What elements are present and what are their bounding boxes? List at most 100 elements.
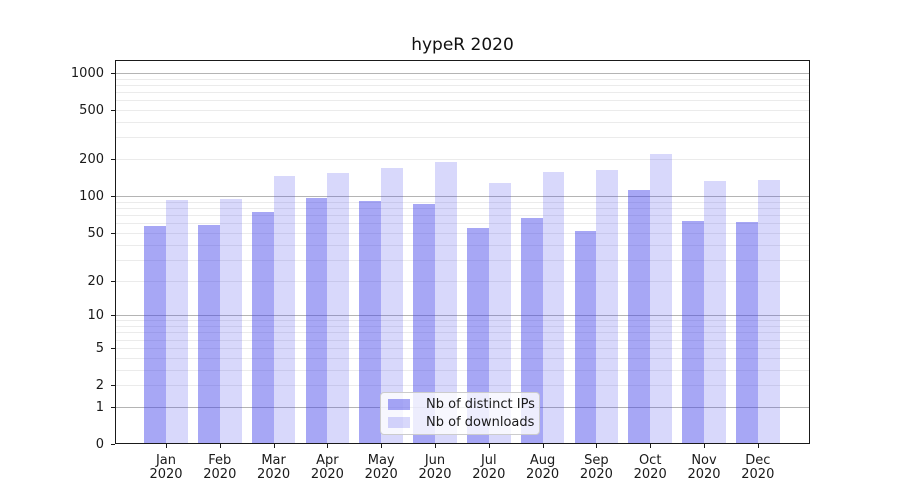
gridline-major xyxy=(115,72,810,74)
gridline-minor xyxy=(115,78,810,80)
bar-ips-jun xyxy=(413,204,435,444)
x-tick-mark xyxy=(327,444,329,448)
x-tick-label: Feb 2020 xyxy=(190,454,250,481)
x-tick-label-line: 2020 xyxy=(687,466,721,482)
y-tick-label: 1000 xyxy=(70,65,104,81)
gridline-minor xyxy=(115,215,810,216)
bar-downloads-apr xyxy=(327,173,350,444)
x-tick-mark xyxy=(757,444,759,448)
gridline-minor xyxy=(115,244,810,246)
bar-ips-nov xyxy=(682,221,704,444)
grid-layer xyxy=(115,60,810,444)
chart-title: hypeR 2020 xyxy=(411,35,514,55)
x-tick-label-line: Jun xyxy=(424,453,446,468)
y-tick-mark xyxy=(111,347,115,349)
x-tick-label-line: Aug xyxy=(529,453,556,468)
x-tick-label: Jun 2020 xyxy=(405,454,465,481)
x-tick-label-line: 2020 xyxy=(633,466,667,482)
bar-ips-jul xyxy=(467,227,489,444)
bar-ips-mar xyxy=(251,212,274,444)
gridline-minor xyxy=(115,326,810,327)
y-tick-label: 20 xyxy=(87,273,104,289)
x-tick-label-line: 2020 xyxy=(579,466,613,482)
y-tick-label: 50 xyxy=(87,225,104,241)
gridline-minor xyxy=(115,223,810,225)
bar-downloads-oct xyxy=(650,154,672,444)
x-tick-mark xyxy=(381,444,383,448)
gridline-minor xyxy=(115,232,810,234)
x-tick-label-line: 2020 xyxy=(203,466,237,482)
x-tick-label-line: Oct xyxy=(638,453,662,468)
x-tick-label-line: Sep xyxy=(584,453,609,468)
bar-downloads-aug xyxy=(542,172,565,444)
gridline-minor xyxy=(115,201,810,203)
x-tick-label-line: Jul xyxy=(480,453,497,468)
x-tick-label: Dec 2020 xyxy=(728,454,788,481)
gridline-minor xyxy=(115,207,810,209)
x-tick-label-line: 2020 xyxy=(526,466,560,482)
x-tick-label-line: May xyxy=(367,453,395,468)
x-tick-label-line: 2020 xyxy=(418,466,452,482)
y-tick-label: 100 xyxy=(79,189,104,205)
gridline-minor xyxy=(115,100,810,102)
y-tick-label: 10 xyxy=(87,308,104,324)
x-tick-label-line: Mar xyxy=(261,453,286,468)
gridline-minor xyxy=(115,332,810,334)
bars-layer xyxy=(115,60,810,444)
bar-downloads-may xyxy=(381,168,403,444)
bar-ips-feb xyxy=(198,225,220,444)
bar-ips-apr xyxy=(305,198,328,444)
bar-ips-jan xyxy=(144,225,166,444)
x-tick-mark xyxy=(488,444,490,448)
y-tick-mark xyxy=(111,159,115,161)
x-tick-mark xyxy=(704,444,705,448)
bar-downloads-dec xyxy=(757,180,780,444)
y-tick-mark xyxy=(111,385,115,386)
x-tick-mark xyxy=(596,444,598,448)
x-tick-mark xyxy=(542,444,544,448)
bar-ips-aug xyxy=(520,218,543,444)
x-tick-label: Mar 2020 xyxy=(244,454,304,481)
x-tick-label: Jul 2020 xyxy=(459,454,519,481)
gridline-minor xyxy=(115,347,810,349)
y-tick-mark xyxy=(111,280,115,282)
x-tick-label: Apr 2020 xyxy=(297,454,357,481)
bar-downloads-feb xyxy=(219,198,242,444)
x-tick-label: Oct 2020 xyxy=(620,454,680,481)
y-tick-mark xyxy=(111,406,115,408)
bar-ips-oct xyxy=(628,190,651,444)
gridline-minor xyxy=(115,122,810,123)
gridline-minor xyxy=(115,385,810,386)
x-tick-label: May 2020 xyxy=(351,454,411,481)
bar-ips-sep xyxy=(574,230,597,444)
x-tick-label-line: 2020 xyxy=(472,466,506,482)
legend-label: Nb of distinct IPs xyxy=(426,397,535,413)
bar-downloads-jan xyxy=(166,199,188,444)
x-tick-mark xyxy=(650,444,652,448)
gridline-minor xyxy=(115,110,810,112)
y-tick-label: 2 xyxy=(95,378,104,393)
x-tick-label-line: Jan xyxy=(155,453,177,468)
bar-downloads-jul xyxy=(488,182,511,444)
x-tick-mark xyxy=(273,444,275,448)
bar-ips-dec xyxy=(736,222,758,444)
y-tick-mark xyxy=(111,315,115,317)
gridline-major xyxy=(115,315,810,317)
legend-label: Nb of downloads xyxy=(426,414,535,430)
gridline-minor xyxy=(115,137,810,139)
y-tick-mark xyxy=(111,444,115,445)
y-tick-mark xyxy=(111,232,115,234)
x-tick-label-line: 2020 xyxy=(310,466,344,482)
legend-entry: Nb of distinct IPs xyxy=(388,397,539,412)
gridline-minor xyxy=(115,259,810,261)
x-tick-mark xyxy=(166,444,167,448)
x-tick-label-line: 2020 xyxy=(149,466,183,482)
x-tick-label: Sep 2020 xyxy=(566,454,626,481)
x-tick-label-line: 2020 xyxy=(364,466,398,482)
gridline-minor xyxy=(115,339,810,341)
x-tick-mark xyxy=(435,444,436,448)
y-tick-label: 0 xyxy=(95,437,104,452)
bar-downloads-jun xyxy=(435,162,457,444)
legend-swatch xyxy=(388,416,410,428)
legend-entry: Nb of downloads xyxy=(388,415,539,430)
